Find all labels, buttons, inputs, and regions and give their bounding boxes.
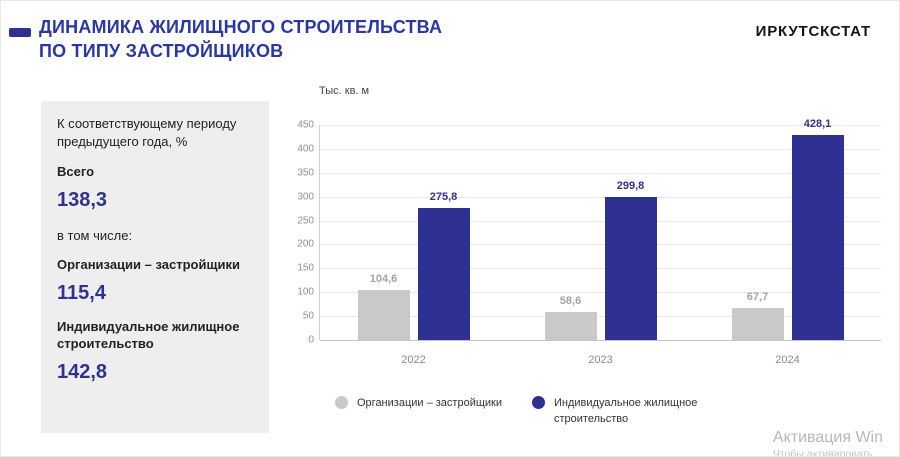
bar-value-label: 58,6 — [559, 295, 582, 308]
y-axis-unit-label: Тыс. кв. м — [319, 85, 370, 97]
y-axis-tick-label: 400 — [297, 143, 314, 155]
including-label: в том числе: — [57, 227, 133, 243]
gridline — [320, 220, 881, 222]
organizations-label: Организации – застройщики — [57, 256, 240, 272]
bar-value-label: 299,8 — [616, 179, 645, 192]
individual-label: Индивидуальное жилищное строительство — [57, 318, 240, 351]
organizations-bar — [544, 312, 597, 340]
individual-bar — [417, 208, 470, 340]
legend-dot — [532, 396, 545, 409]
page-title: ДИНАМИКА ЖИЛИЩНОГО СТРОИТЕЛЬСТВА ПО ТИПУ… — [39, 16, 442, 64]
organizations-bar — [731, 307, 784, 340]
bar-value-label: 428,1 — [803, 118, 832, 131]
bar-chart: Тыс. кв. м 0 50 100 150 200 250 300 350 400 450 10… — [297, 85, 881, 428]
title-accent-mark — [9, 28, 31, 37]
organizations-bar — [357, 290, 410, 340]
legend-label: Организации – застройщики — [357, 397, 502, 409]
gridline — [320, 316, 881, 318]
page-title-line1: ДИНАМИКА ЖИЛИЩНОГО СТРОИТЕЛЬСТВА — [39, 17, 443, 37]
legend-label: Индивидуальное жилищное строительство — [554, 397, 698, 425]
x-axis-tick-label: 2024 — [775, 354, 800, 366]
summary-panel: К соответствующему периоду предыдущего г… — [41, 101, 269, 433]
y-axis-tick-label: 50 — [302, 310, 314, 322]
watermark-line2: Чтобы активировать — [772, 448, 873, 457]
y-axis-tick-label: 250 — [297, 215, 314, 227]
total-value: 138,3 — [57, 188, 108, 211]
gridline — [320, 196, 881, 198]
bar-value-label: 275,8 — [429, 191, 458, 204]
plot-area: 0 50 100 150 200 250 300 350 400 450 104,6 275,8 202… — [297, 118, 881, 366]
individual-bar — [791, 135, 844, 340]
page-title-line2: ПО ТИПУ ЗАСТРОЙЩИКОВ — [39, 40, 284, 61]
x-axis-tick-label: 2023 — [588, 354, 613, 366]
legend-item: Организации – застройщики — [335, 396, 502, 412]
gridline — [320, 268, 881, 270]
gridline — [320, 125, 881, 126]
y-axis-tick-label: 100 — [297, 286, 314, 298]
chart-legend: Организации – застройщики Индивидуальное … — [319, 396, 881, 428]
bar-value-label: 104,6 — [369, 273, 398, 286]
bar-value-label: 67,7 — [746, 290, 769, 303]
total-label: Всего — [57, 164, 95, 180]
gridline — [320, 172, 881, 174]
y-axis-tick-label: 300 — [297, 191, 314, 203]
organizations-value: 115,4 — [57, 281, 106, 304]
legend-item: Индивидуальное жилищное строительство — [532, 396, 706, 428]
x-axis-tick-label: 2022 — [401, 354, 426, 366]
y-axis-tick-label: 350 — [297, 167, 314, 179]
gridline — [320, 340, 881, 341]
gridline — [320, 148, 881, 150]
y-axis-tick-label: 450 — [297, 119, 314, 131]
y-axis-tick-label: 200 — [297, 238, 314, 250]
individual-bar — [604, 196, 657, 340]
legend-dot — [335, 396, 348, 409]
y-axis-tick-label: 150 — [297, 262, 314, 274]
gridline — [320, 244, 881, 246]
gridline — [320, 292, 881, 294]
individual-value: 142,8 — [57, 360, 108, 383]
y-axis-tick-label: 0 — [308, 334, 314, 346]
windows-activation-watermark: Активация Win Чтобы активировать — [772, 429, 883, 457]
brand-logo-text: ИРКУТСКСТАТ — [755, 23, 871, 40]
panel-note: К соответствующему периоду предыдущего г… — [57, 116, 237, 149]
watermark-line1: Активация Win — [772, 429, 883, 446]
